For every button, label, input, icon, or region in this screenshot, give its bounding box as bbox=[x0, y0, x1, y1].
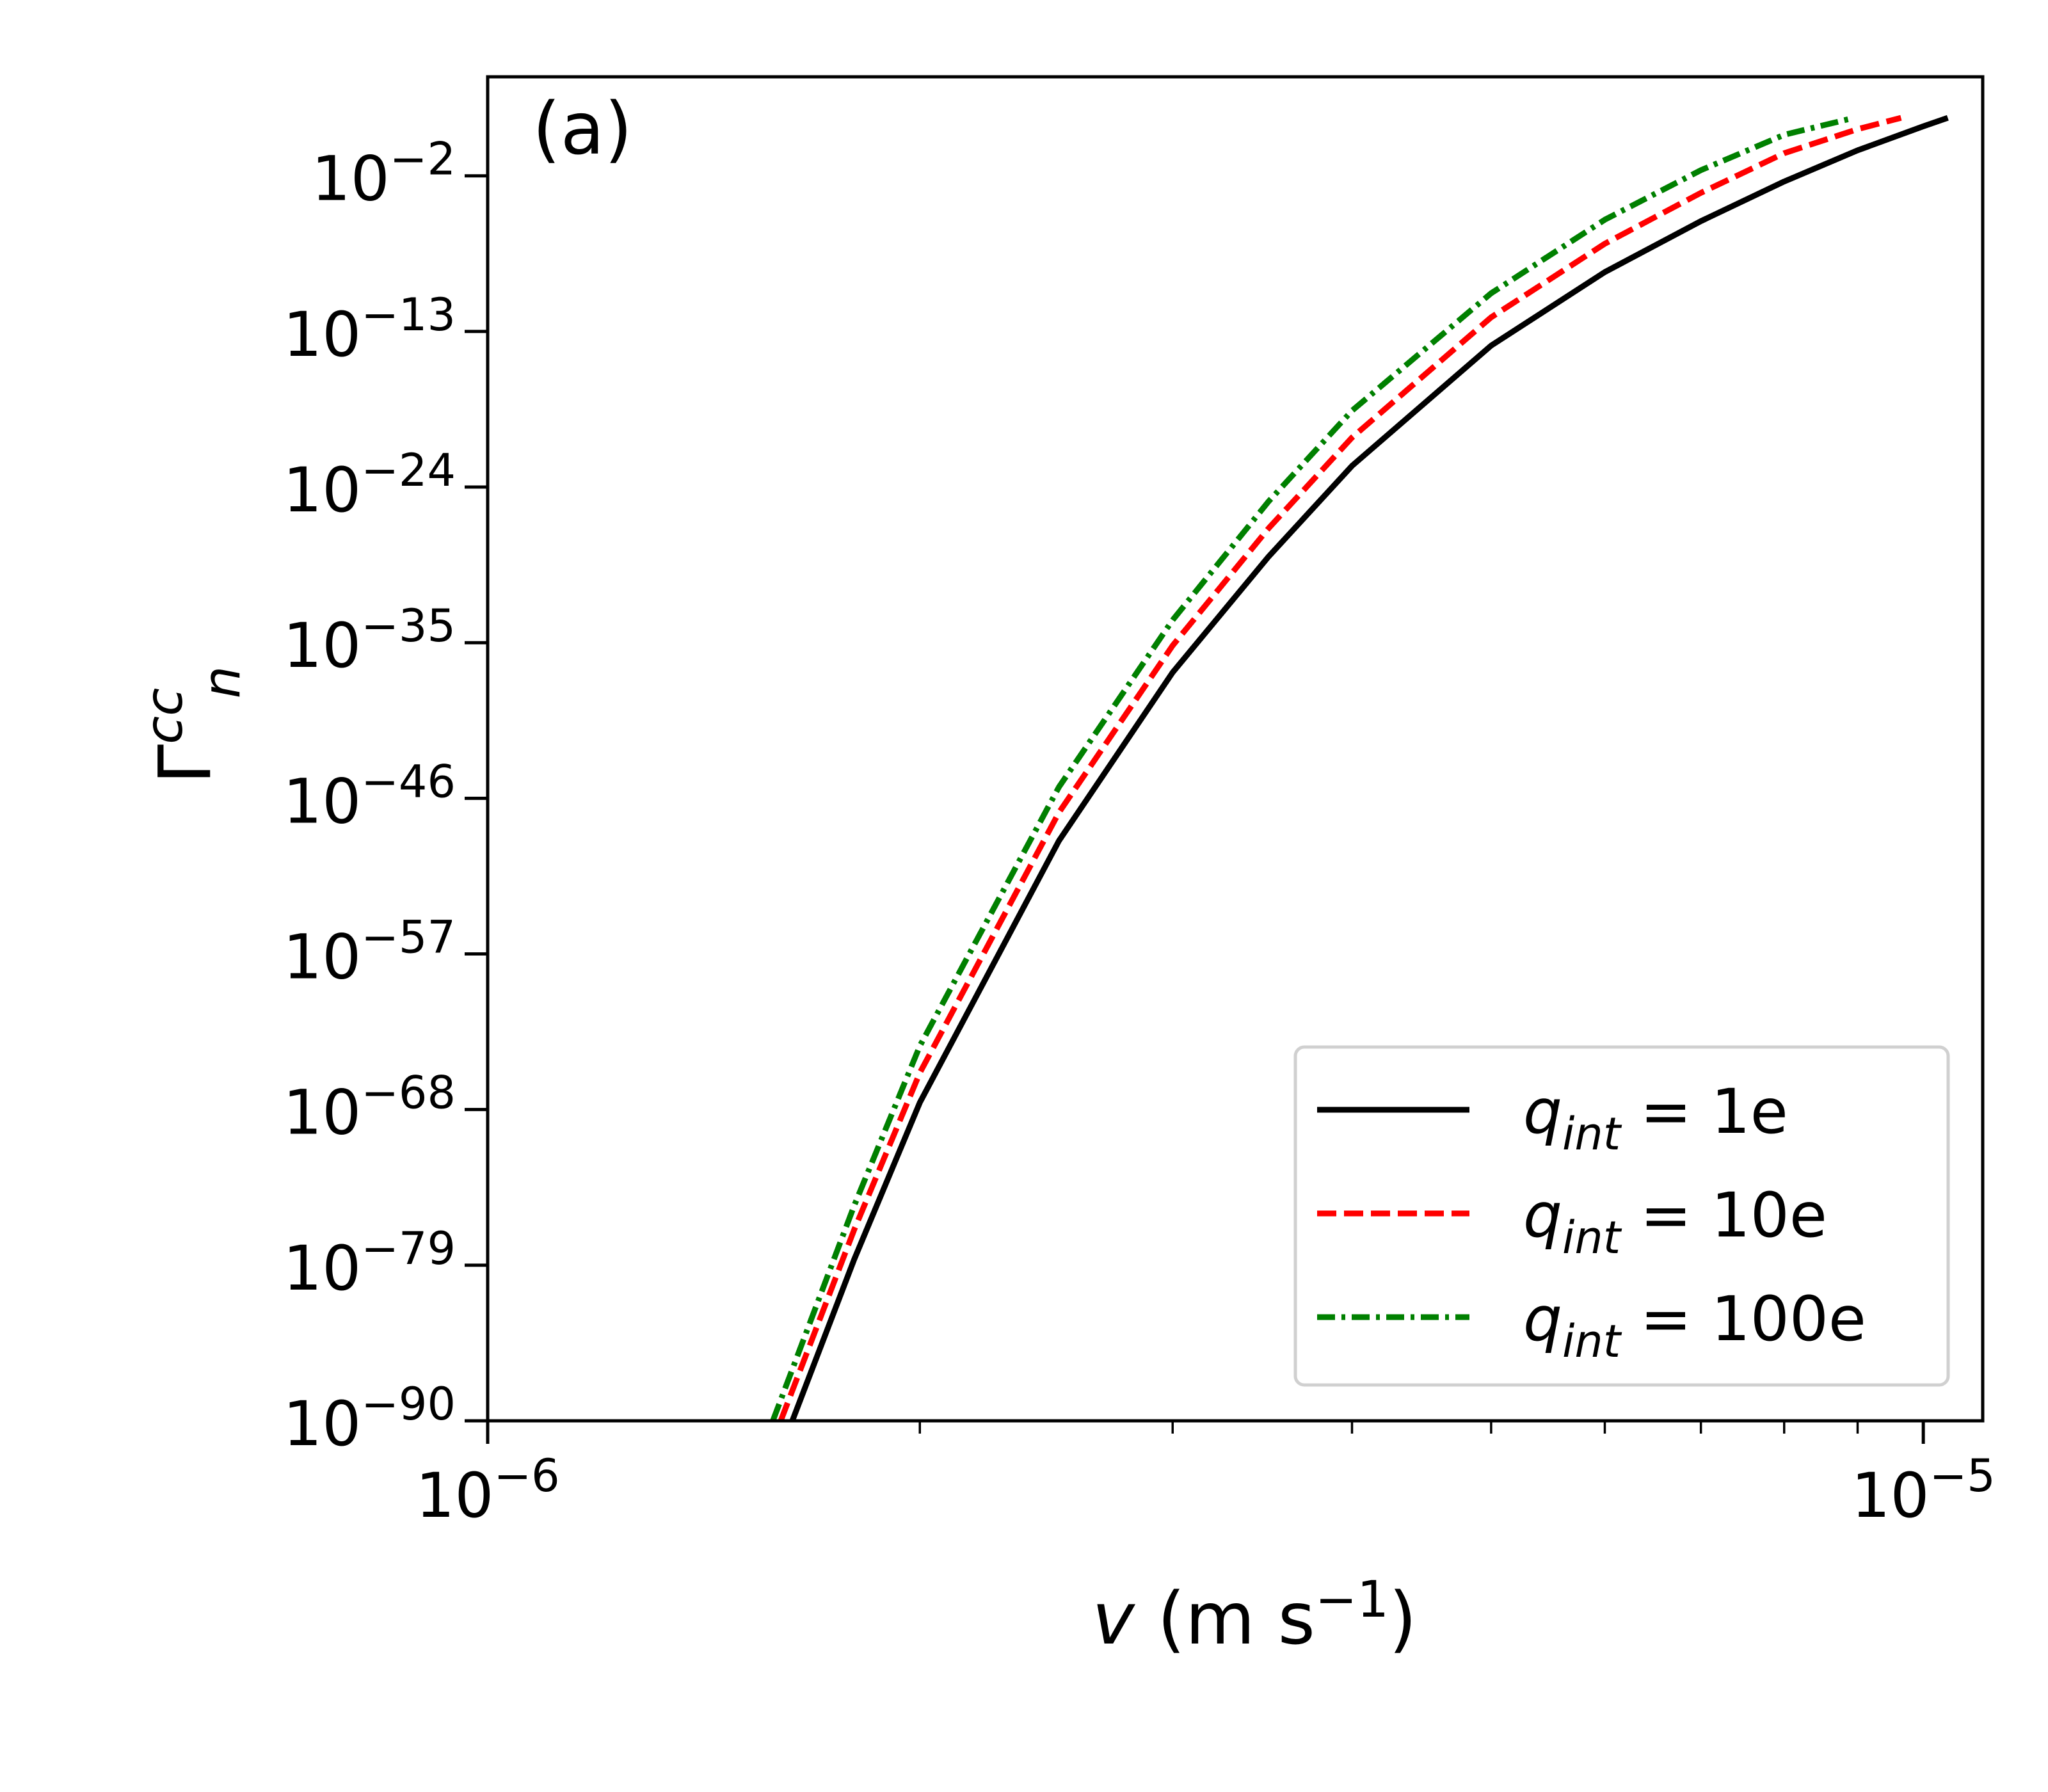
series-line-1 bbox=[789, 115, 1949, 1421]
x-axis-label: v (m s−1) bbox=[1092, 1571, 1416, 1661]
x-minor-ticks bbox=[918, 1421, 1859, 1434]
y-axis-label: Γccn bbox=[134, 666, 252, 785]
y-tick-label: 10−2 bbox=[312, 133, 456, 215]
panel-label: (a) bbox=[532, 88, 632, 171]
y-tick-label: 10−24 bbox=[283, 444, 456, 526]
x-axis-ticks: 10−6 10−5 bbox=[415, 1421, 1996, 1532]
legend-label-1: qint = 1e bbox=[1523, 1076, 1788, 1160]
y-tick-label: 10−13 bbox=[283, 289, 456, 371]
y-tick-label: 10−90 bbox=[283, 1378, 456, 1460]
legend-label-2: qint = 10e bbox=[1523, 1180, 1827, 1264]
series-line-3 bbox=[770, 115, 1855, 1421]
plot-lines bbox=[770, 115, 1949, 1421]
legend-label-3: qint = 100e bbox=[1523, 1283, 1866, 1368]
legend-box bbox=[1293, 1045, 1950, 1387]
y-tick-label: 10−35 bbox=[283, 600, 456, 682]
y-tick-label: 10−79 bbox=[283, 1222, 456, 1304]
y-axis-ticks: 10−2 10−13 10−24 10−35 10−46 10−57 10−68 10−79 1… bbox=[283, 133, 488, 1460]
series-line-2 bbox=[778, 115, 1902, 1421]
legend: qint = 1e qint = 10e qint = 100e bbox=[1293, 1045, 1950, 1387]
x-tick-label: 10−5 bbox=[1851, 1450, 1995, 1532]
y-tick-label: 10−57 bbox=[283, 911, 456, 993]
y-tick-label: 10−68 bbox=[283, 1067, 456, 1149]
plot-frame bbox=[486, 75, 1985, 1423]
x-tick-label: 10−6 bbox=[415, 1450, 559, 1532]
y-tick-label: 10−46 bbox=[283, 755, 456, 837]
